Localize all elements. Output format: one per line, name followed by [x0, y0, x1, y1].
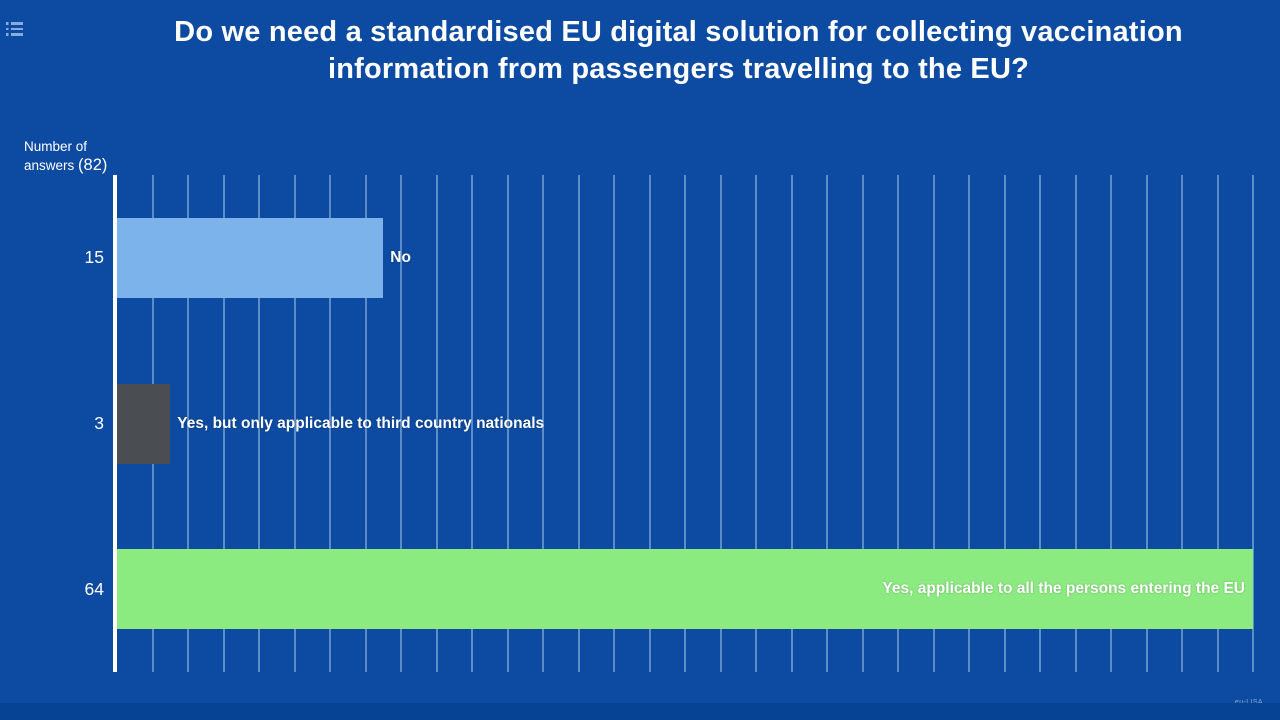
bar-row: 3 Yes, but only applicable to third count… — [94, 383, 1253, 464]
gridline — [1145, 175, 1148, 672]
gridline — [968, 175, 970, 672]
bar-value-label: 3 — [94, 413, 104, 433]
bar — [117, 383, 171, 464]
list-menu-icon[interactable] — [6, 22, 23, 39]
gridline — [790, 175, 793, 672]
gridline — [684, 175, 686, 672]
gridline — [435, 175, 438, 672]
gridline — [471, 175, 473, 672]
gridline — [1039, 175, 1041, 672]
gridline — [755, 175, 757, 672]
watermark-eu-lisa: eu-LISA — [1235, 699, 1263, 706]
gridline — [1181, 175, 1183, 672]
gridline — [1110, 175, 1112, 672]
gridline — [187, 175, 189, 672]
gridline — [400, 175, 402, 672]
total-answers-count: (82) — [78, 156, 108, 174]
y-axis-label: Number of answers (82) — [24, 137, 107, 175]
gridline — [648, 175, 651, 672]
gridline — [364, 175, 367, 672]
bar — [117, 217, 384, 298]
gridline — [293, 175, 296, 672]
plot-area: 15 No 3 Yes, but only applicable to third c… — [85, 175, 1254, 672]
poll-question-title: Do we need a standardised EU digital sol… — [174, 16, 1183, 85]
menu-icon-bar — [6, 27, 23, 31]
gridline — [861, 175, 864, 672]
y-axis-label-line2: answers — [24, 158, 79, 173]
bar-row: 15 No — [85, 217, 1253, 298]
gridline — [329, 175, 331, 672]
bar-value-label: 64 — [84, 578, 104, 599]
gridline — [1216, 175, 1219, 672]
gridline — [258, 175, 260, 672]
gridline — [897, 175, 899, 672]
y-axis-label-line1: Number of — [24, 139, 88, 154]
gridline — [222, 175, 225, 672]
footer-strip — [0, 703, 1280, 720]
bar-row: 64 Yes, applicable to all the persons ent… — [85, 549, 1253, 630]
gridline — [1252, 175, 1254, 672]
gridline — [826, 175, 828, 672]
gridline — [613, 175, 615, 672]
y-axis-line — [113, 175, 117, 672]
bar — [117, 549, 1253, 630]
bar-value-label: 15 — [84, 247, 104, 268]
gridline — [1074, 175, 1077, 672]
gridline — [1003, 175, 1006, 672]
bar-category-label: No — [390, 248, 411, 266]
gridline — [542, 175, 544, 672]
gridline — [719, 175, 722, 672]
bar-category-label: Yes, applicable to all the persons enter… — [882, 580, 1245, 598]
bar-category-label: Yes, but only applicable to third countr… — [177, 414, 545, 432]
menu-icon-bar — [6, 33, 23, 36]
gridline — [932, 175, 935, 672]
gridline — [506, 175, 509, 672]
gridline — [577, 175, 580, 672]
menu-icon-bar — [6, 22, 23, 25]
